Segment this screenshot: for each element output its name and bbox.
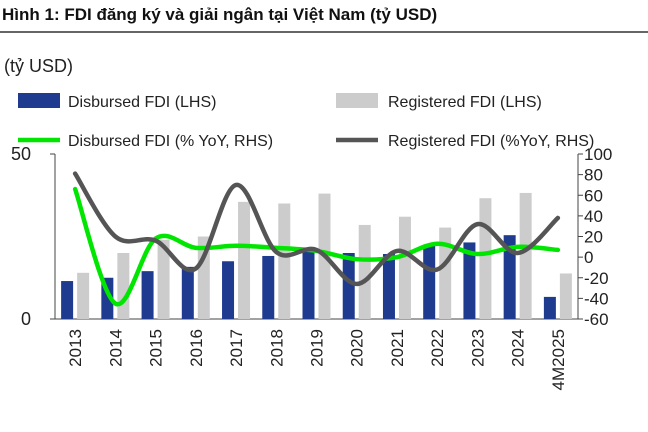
legend-swatch-disbursed-bar xyxy=(18,93,60,108)
disbursed-fdi-bar xyxy=(302,251,315,319)
chart-title: Hình 1: FDI đăng ký và giải ngân tại Việ… xyxy=(2,5,437,24)
right-tick-label: -60 xyxy=(584,310,609,329)
registered-fdi-bar xyxy=(157,239,170,319)
disbursed-fdi-bar xyxy=(382,253,395,319)
right-tick-label: -40 xyxy=(584,289,609,308)
disbursed-fdi-bar xyxy=(463,242,476,319)
legend-label-disbursed-line: Disbursed FDI (% YoY, RHS) xyxy=(68,133,273,150)
registered-fdi-bar xyxy=(238,201,251,319)
x-tick-label: 2015 xyxy=(147,329,166,367)
x-tick-label: 2022 xyxy=(428,329,447,367)
registered-fdi-bar xyxy=(278,203,291,319)
disbursed-fdi-bar xyxy=(342,253,355,319)
registered-fdi-bar xyxy=(197,236,210,319)
registered-fdi-bar xyxy=(398,216,411,319)
registered-fdi-yoy-line xyxy=(72,171,561,287)
registered-fdi-bar xyxy=(358,224,371,319)
legend: Disbursed FDI (LHS) Registered FDI (LHS)… xyxy=(18,93,594,150)
registered-fdi-bar xyxy=(117,253,130,319)
right-tick-label: 100 xyxy=(584,145,612,164)
registered-fdi-bar xyxy=(559,273,572,319)
right-tick-label: 40 xyxy=(584,207,603,226)
x-tick-label: 2023 xyxy=(468,329,487,367)
right-tick-label: 60 xyxy=(584,186,603,205)
registered-fdi-bar xyxy=(439,227,452,319)
right-tick-label: 0 xyxy=(584,248,593,267)
left-tick-label: 50 xyxy=(11,144,31,164)
unit-label: (tỷ USD) xyxy=(4,56,73,76)
disbursed-fdi-bar xyxy=(141,271,154,319)
disbursed-fdi-bar xyxy=(222,261,235,319)
left-tick-label: 0 xyxy=(21,309,31,329)
x-tick-label: 2013 xyxy=(66,329,85,367)
x-tick-label: 2020 xyxy=(348,329,367,367)
x-tick-label: 2024 xyxy=(509,329,528,367)
disbursed-fdi-bar xyxy=(503,235,516,319)
registered-fdi-bar xyxy=(77,272,90,319)
x-tick-label: 2014 xyxy=(106,329,125,367)
legend-label-registered-bar: Registered FDI (LHS) xyxy=(388,94,542,111)
x-tick-label: 2019 xyxy=(308,329,327,367)
legend-swatch-registered-bar xyxy=(336,93,378,108)
registered-fdi-bar xyxy=(519,192,532,319)
legend-label-disbursed-bar: Disbursed FDI (LHS) xyxy=(68,94,216,111)
x-tick-label: 2018 xyxy=(267,329,286,367)
registered-fdi-bar xyxy=(479,198,492,319)
disbursed-fdi-bar xyxy=(262,255,275,319)
disbursed-fdi-bar xyxy=(181,266,194,319)
right-tick-label: 20 xyxy=(584,228,603,247)
disbursed-fdi-bar xyxy=(423,245,436,319)
x-tick-label: 4M2025 xyxy=(549,329,568,390)
x-tick-label: 2017 xyxy=(227,329,246,367)
disbursed-fdi-bar xyxy=(543,296,556,319)
legend-label-registered-line: Registered FDI (%YoY, RHS) xyxy=(388,133,594,150)
x-tick-label: 2021 xyxy=(388,329,407,367)
right-tick-label: 80 xyxy=(584,166,603,185)
right-tick-label: -20 xyxy=(584,269,609,288)
x-tick-label: 2016 xyxy=(187,329,206,367)
disbursed-fdi-bar xyxy=(61,281,74,319)
